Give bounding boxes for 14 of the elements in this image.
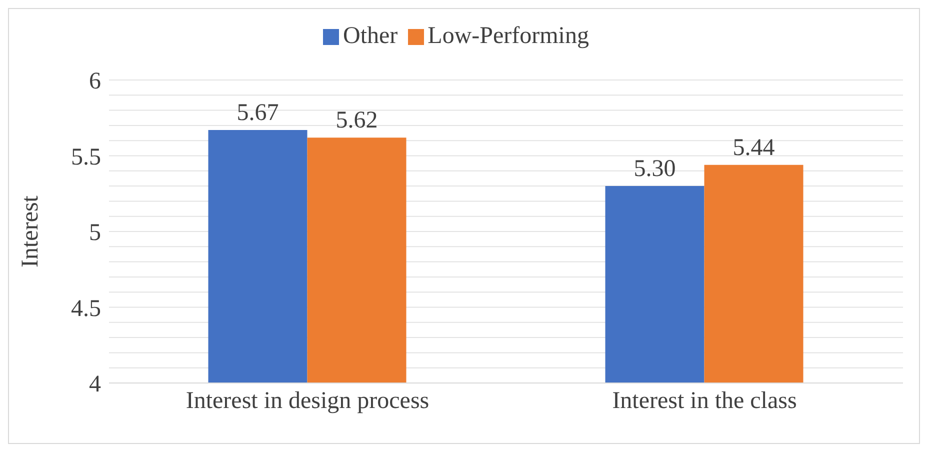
y-tick-label: 5 [89, 220, 101, 246]
text: 5.67 [236, 100, 279, 126]
y-tick-label: 5.5 [71, 144, 101, 170]
legend-label: Low-Performing [428, 23, 589, 49]
legend-label: Other [343, 23, 398, 49]
text: 5.30 [634, 156, 676, 182]
text: 5.62 [336, 108, 378, 134]
y-tick-label: 4 [89, 372, 101, 398]
y-tick-label: 4.5 [71, 296, 101, 322]
x-tick-label: Interest in design process [186, 388, 430, 414]
y-axis-title: Interest [18, 195, 44, 268]
y-tick-label: 6 [89, 68, 101, 95]
x-tick-label: Interest in the class [612, 388, 797, 414]
text: 5.44 [732, 134, 775, 161]
